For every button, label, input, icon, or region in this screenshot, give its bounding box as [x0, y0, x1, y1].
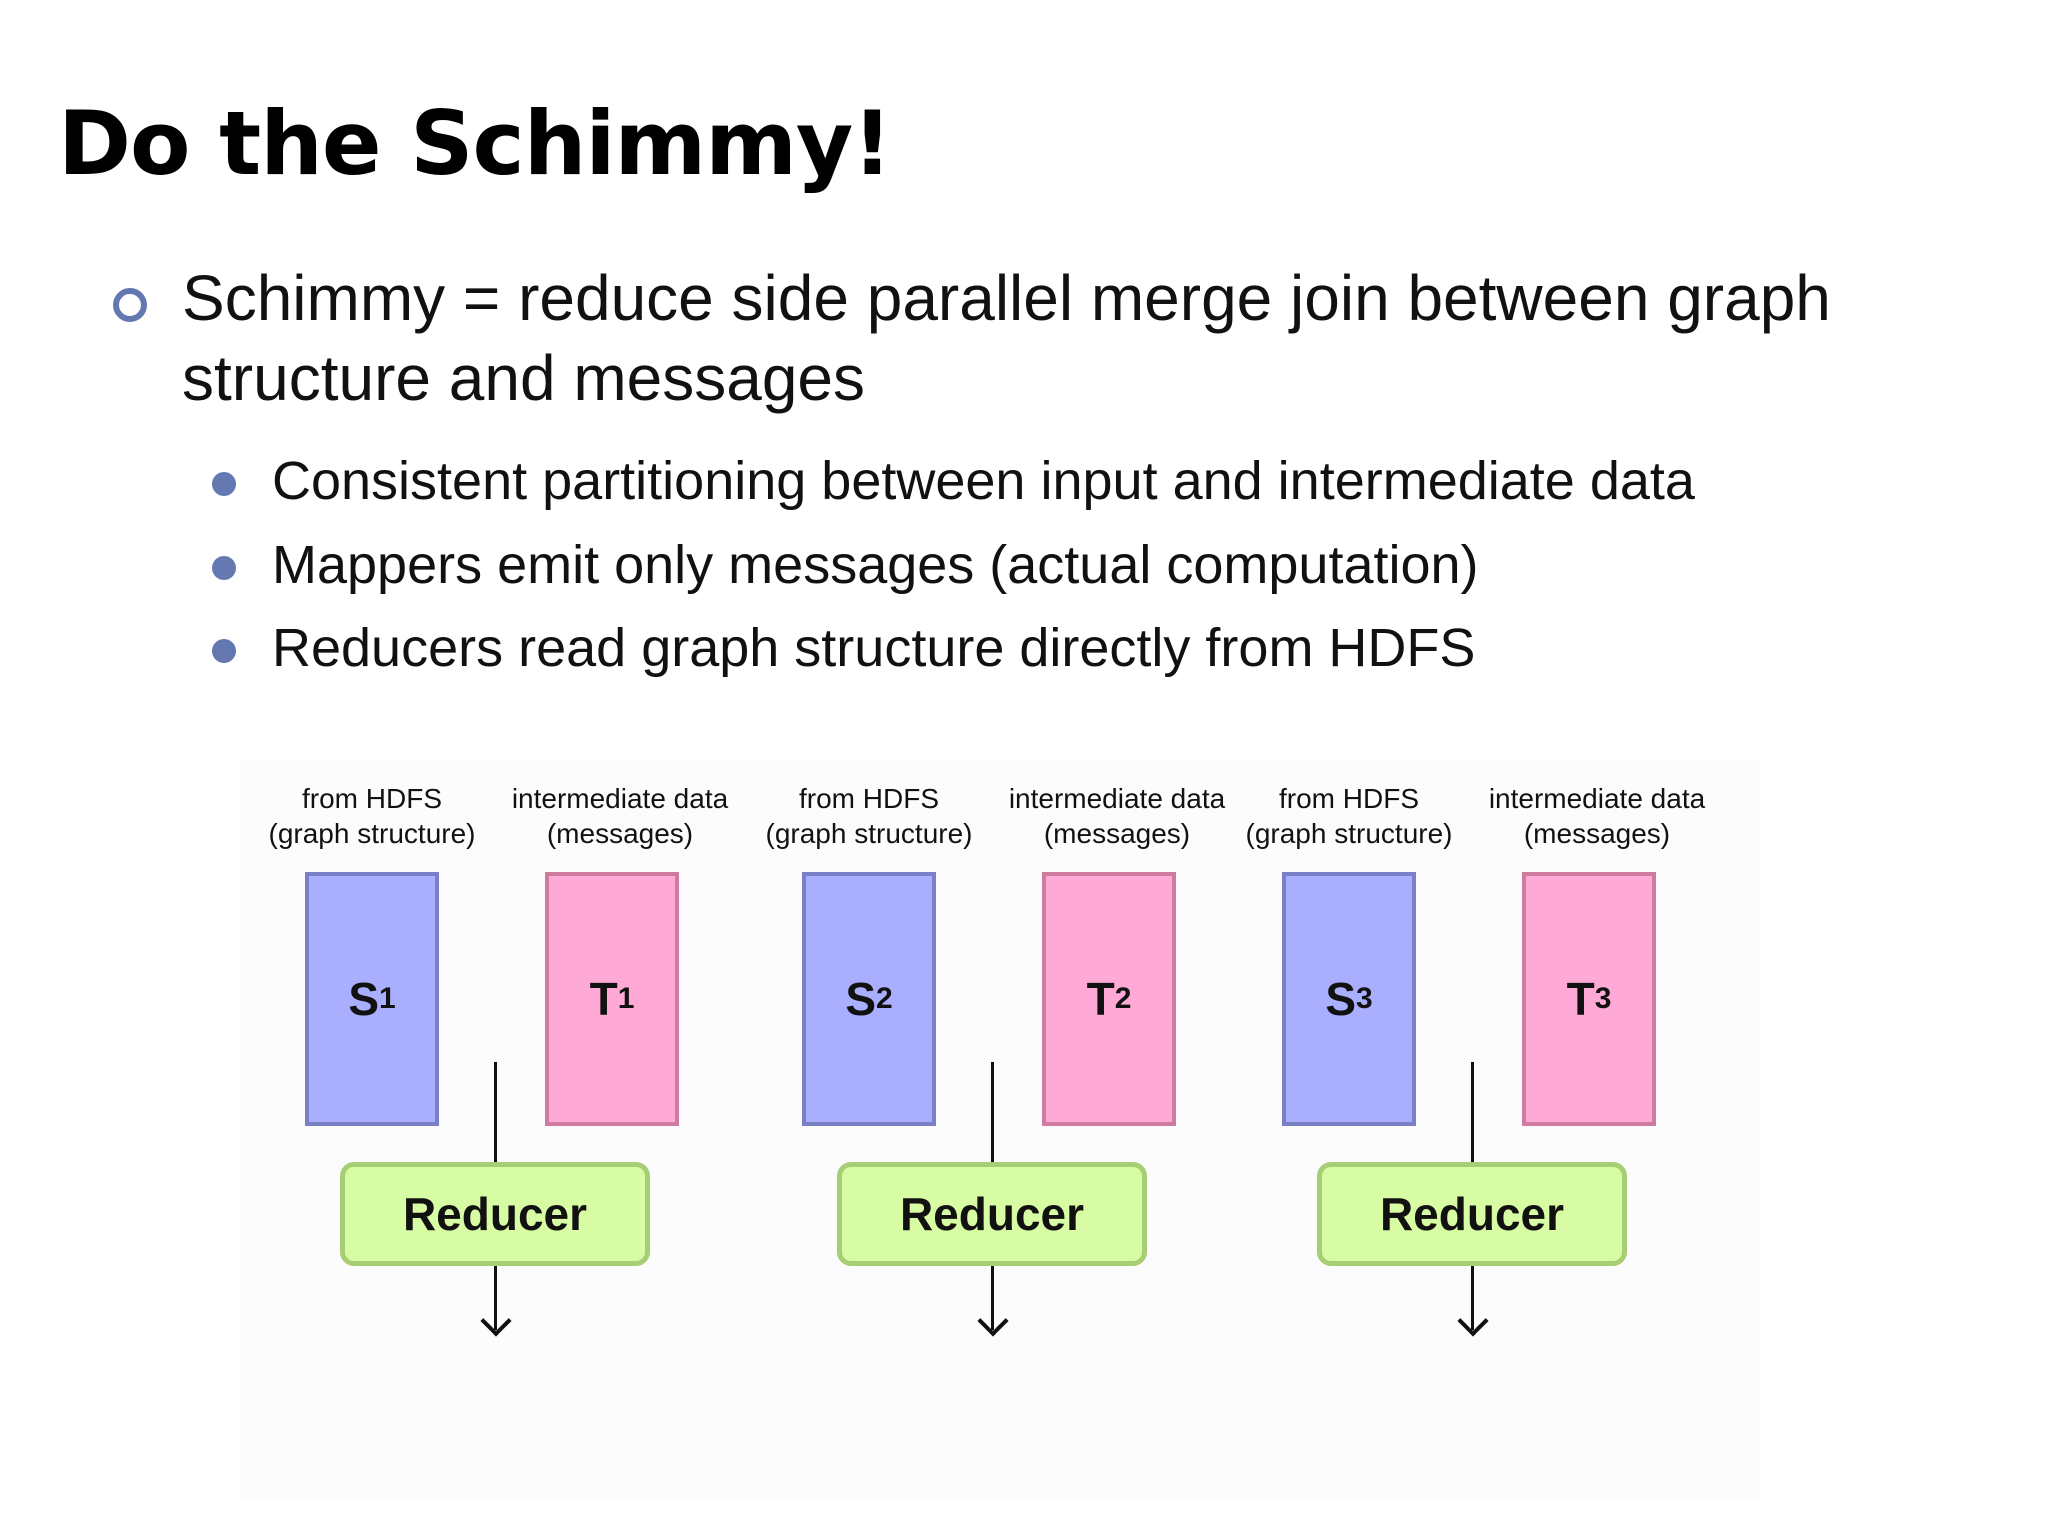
messages-block-letter: T — [1567, 972, 1595, 1026]
messages-block-letter: T — [1087, 972, 1115, 1026]
schimmy-diagram: from HDFS (graph structure) intermediate d… — [240, 760, 1760, 1500]
messages-label-line: intermediate data — [490, 781, 750, 816]
down-arrow-icon — [480, 1305, 511, 1336]
messages-label-line: (messages) — [1467, 816, 1727, 851]
reducer-box: Reducer — [1317, 1162, 1627, 1266]
messages-label-line: (messages) — [490, 816, 750, 851]
messages-label: intermediate data (messages) — [987, 781, 1247, 851]
messages-block-index: 2 — [1115, 982, 1132, 1016]
input-connector — [1471, 1062, 1474, 1166]
graph-structure-label: from HDFS (graph structure) — [1219, 781, 1479, 851]
graph-structure-label-line: (graph structure) — [739, 816, 999, 851]
graph-structure-block-index: 1 — [379, 982, 396, 1016]
bullet-dot-icon — [212, 556, 236, 580]
bullet-dot-icon — [212, 639, 236, 663]
graph-structure-label-line: (graph structure) — [242, 816, 502, 851]
input-connector — [494, 1062, 497, 1166]
reducer-box: Reducer — [837, 1162, 1147, 1266]
input-connector — [991, 1062, 994, 1166]
graph-structure-label-line: from HDFS — [1219, 781, 1479, 816]
graph-structure-label-line: (graph structure) — [1219, 816, 1479, 851]
messages-block-index: 3 — [1595, 982, 1612, 1016]
bullet-ring-icon — [113, 288, 147, 322]
graph-structure-label: from HDFS (graph structure) — [739, 781, 999, 851]
messages-label-line: intermediate data — [1467, 781, 1727, 816]
sub-bullet-text: Mappers emit only messages (actual compu… — [272, 530, 1479, 600]
messages-label: intermediate data (messages) — [490, 781, 750, 851]
graph-structure-block-letter: S — [845, 972, 876, 1026]
down-arrow-icon — [1457, 1305, 1488, 1336]
messages-block-letter: T — [590, 972, 618, 1026]
messages-label-line: intermediate data — [987, 781, 1247, 816]
bullet-dot-icon — [212, 472, 236, 496]
main-bullet-text: Schimmy = reduce side parallel merge joi… — [182, 258, 1882, 418]
sub-bullet-text: Consistent partitioning between input an… — [272, 446, 1695, 516]
messages-label-line: (messages) — [987, 816, 1247, 851]
graph-structure-block-index: 2 — [876, 982, 893, 1016]
messages-label: intermediate data (messages) — [1467, 781, 1727, 851]
graph-structure-block-letter: S — [1325, 972, 1356, 1026]
graph-structure-block-letter: S — [348, 972, 379, 1026]
graph-structure-label: from HDFS (graph structure) — [242, 781, 502, 851]
graph-structure-label-line: from HDFS — [242, 781, 502, 816]
slide-title: Do the Schimmy! — [58, 92, 891, 195]
messages-block-index: 1 — [618, 982, 635, 1016]
graph-structure-label-line: from HDFS — [739, 781, 999, 816]
graph-structure-block-index: 3 — [1356, 982, 1373, 1016]
reducer-box: Reducer — [340, 1162, 650, 1266]
down-arrow-icon — [977, 1305, 1008, 1336]
sub-bullet-text: Reducers read graph structure directly f… — [272, 613, 1475, 683]
